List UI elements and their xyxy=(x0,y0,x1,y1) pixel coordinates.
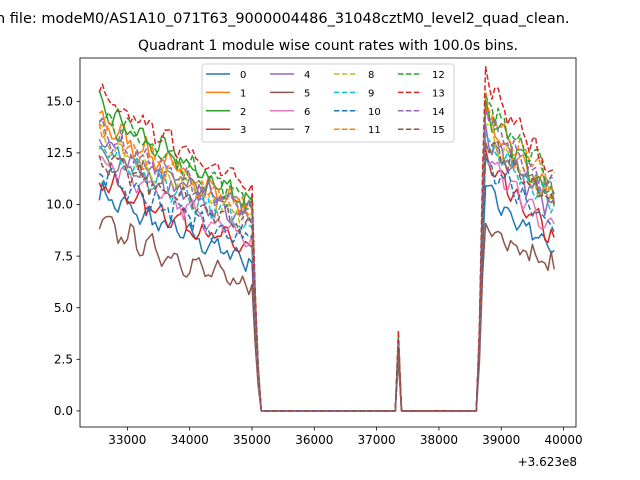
series-line-10 xyxy=(98,157,555,412)
y-tick-label: 5.0 xyxy=(54,301,73,315)
x-axis: 33000 34000 35000 36000 37000 38000 39000 40000 xyxy=(108,427,583,447)
legend-label-8: 8 xyxy=(368,70,374,81)
y-tick-label: 12.5 xyxy=(46,146,73,160)
y-tick-label: 0.0 xyxy=(54,404,73,418)
legend-label-11: 11 xyxy=(368,125,381,136)
legend-label-12: 12 xyxy=(432,70,445,81)
x-tick-label: 35000 xyxy=(233,433,271,447)
legend-label-9: 9 xyxy=(368,88,374,99)
legend-box xyxy=(201,63,455,143)
legend-label-2: 2 xyxy=(240,107,246,118)
legend-label-6: 6 xyxy=(304,107,310,118)
axes-frame xyxy=(79,57,577,428)
chart-title: Quadrant 1 module wise count rates with … xyxy=(138,38,518,54)
legend-label-15: 15 xyxy=(432,125,445,136)
x-tick-label: 34000 xyxy=(171,433,209,447)
x-tick-label: 36000 xyxy=(295,433,333,447)
legend-label-14: 14 xyxy=(432,107,445,118)
plot-area xyxy=(79,57,577,428)
y-tick-label: 7.5 xyxy=(54,249,73,263)
y-tick-label: 15.0 xyxy=(46,95,73,109)
legend-label-5: 5 xyxy=(304,88,310,99)
legend-label-4: 4 xyxy=(304,70,310,81)
x-offset-text: +3.623e8 xyxy=(518,455,577,469)
legend-label-10: 10 xyxy=(368,107,381,118)
legend-label-0: 0 xyxy=(240,70,246,81)
legend-label-7: 7 xyxy=(304,125,310,136)
x-tick-label: 33000 xyxy=(108,433,146,447)
legend-label-13: 13 xyxy=(432,88,445,99)
x-tick-label: 39000 xyxy=(482,433,520,447)
series-line-14 xyxy=(98,109,555,412)
y-tick-label: 2.5 xyxy=(54,353,73,367)
x-tick-label: 38000 xyxy=(420,433,458,447)
y-axis: 0.0 2.5 5.0 7.5 10.0 12.5 15.0 xyxy=(46,95,80,418)
x-tick-label: 40000 xyxy=(544,433,582,447)
x-tick-label: 37000 xyxy=(358,433,396,447)
chart-suptitle: n file: modeM0/AS1A10_071T63_9000004486_… xyxy=(0,11,570,27)
series-line-15 xyxy=(98,140,555,412)
y-tick-label: 10.0 xyxy=(46,198,73,212)
legend-label-3: 3 xyxy=(240,125,246,136)
legend-label-1: 1 xyxy=(240,88,246,99)
